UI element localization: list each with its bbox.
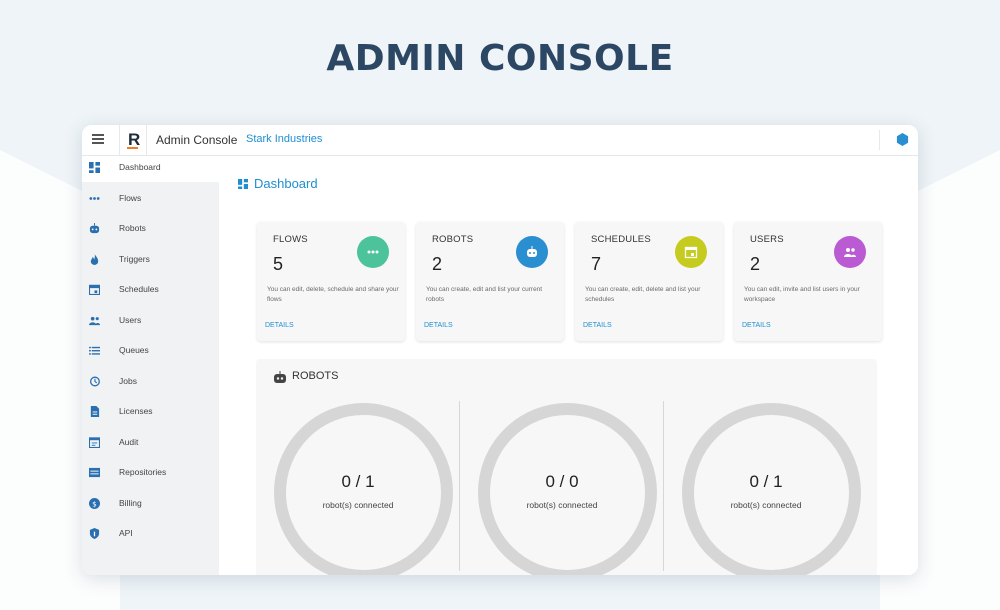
gauge-label: robot(s) connected [526,500,598,510]
card-title: FLOWS [273,234,308,245]
card-count: 2 [432,254,443,274]
robot-gauge: 0 / 1 robot(s) connected [256,401,460,575]
details-link[interactable]: DETAILS [742,322,771,329]
details-link[interactable]: DETAILS [265,322,294,329]
sidebar-item-flows[interactable]: Flows [82,187,219,213]
card-title: ROBOTS [432,234,474,245]
sidebar-item-label: Dashboard [119,162,161,172]
users-icon [834,236,866,268]
sidebar-item-label: Users [119,315,142,325]
sidebar-item-label: Repositories [119,467,167,477]
users-icon [89,316,100,326]
robots-panel-title: ROBOTS [292,370,339,382]
card-schedules: SCHEDULES 7 You can create, edit, delete… [575,222,723,341]
details-link[interactable]: DETAILS [424,322,453,329]
gauge-divider [663,401,664,571]
sidebar-item-label: API [119,528,133,538]
shield-icon [89,528,100,539]
sidebar-item-label: Audit [119,437,139,447]
logo-underline [127,147,138,149]
sidebar-item-api[interactable]: API [82,522,219,548]
calendar-icon [89,284,100,295]
gauge-value: 0 / 1 [749,472,783,491]
card-description: You can edit, invite and list users in y… [744,286,860,303]
dollar-icon: $ [89,498,100,509]
logo-letter: R [128,130,141,149]
card-robots: ROBOTS 2 You can create, edit and list y… [416,222,564,341]
sidebar-item-users[interactable]: Users [82,309,219,335]
robots-panel: ROBOTS 0 / 1 robot(s) connected 0 / 0 ro… [256,359,877,575]
sidebar-item-label: Licenses [119,406,153,416]
card-users: USERS 2 You can edit, invite and list us… [734,222,882,341]
sidebar-item-jobs[interactable]: Jobs [82,370,219,396]
sidebar-item-label: Queues [119,345,149,355]
card-title: SCHEDULES [591,234,651,245]
sidebar-item-label: Schedules [119,284,159,294]
gauge-divider [459,401,460,571]
card-description: You can edit, delete, schedule and share… [267,286,399,303]
audit-icon [89,437,100,448]
logo: R [119,125,147,155]
card-description: You can create, edit, delete and list yo… [585,286,701,303]
organization-link[interactable]: Stark Industries [246,133,323,145]
card-count: 2 [750,254,761,274]
card-title: USERS [750,234,784,245]
sidebar-item-licenses[interactable]: Licenses [82,400,219,426]
app-title: Admin Console [156,133,238,147]
sidebar: Dashboard Flows Robots Triggers Schedule… [82,156,219,575]
flows-icon [357,236,389,268]
sidebar-item-label: Triggers [119,254,150,264]
card-flows: FLOWS 5 You can edit, delete, schedule a… [257,222,405,341]
menu-icon[interactable] [92,134,104,144]
robot-icon [516,236,548,268]
dashboard-icon [89,162,100,173]
card-count: 7 [591,254,602,274]
main-content: Dashboard FLOWS 5 You can edit, delete, … [219,156,918,575]
topbar-divider [879,130,880,150]
sidebar-item-label: Jobs [119,376,137,386]
repository-icon [89,467,100,478]
robot-icon [274,371,286,383]
document-icon [90,406,100,417]
sidebar-item-triggers[interactable]: Triggers [82,248,219,274]
sidebar-item-robots[interactable]: Robots [82,217,219,243]
robot-gauge: 0 / 1 robot(s) connected [664,401,868,575]
card-description: You can create, edit and list your curre… [426,286,543,303]
flows-icon [89,197,100,200]
history-icon [90,376,100,387]
sidebar-item-label: Robots [119,223,146,233]
hero-title: ADMIN CONSOLE [326,38,674,79]
dashboard-icon [238,179,248,189]
sidebar-item-schedules[interactable]: Schedules [82,278,219,304]
gauge-label: robot(s) connected [322,500,394,510]
app-window: R Admin Console Stark Industries Dashboa… [82,125,918,575]
calendar-icon [675,236,707,268]
page-title: Dashboard [254,176,318,191]
sidebar-item-label: Billing [119,498,142,508]
svg-text:$: $ [92,499,97,508]
sidebar-item-dashboard[interactable]: Dashboard [82,156,219,182]
gauge-value: 0 / 1 [341,472,375,491]
gauge-label: robot(s) connected [730,500,802,510]
details-link[interactable]: DETAILS [583,322,612,329]
fire-icon [90,254,99,265]
robot-gauge: 0 / 0 robot(s) connected [460,401,664,575]
sidebar-item-queues[interactable]: Queues [82,339,219,365]
gauge-value: 0 / 0 [545,472,579,491]
card-count: 5 [273,254,284,274]
sidebar-item-repositories[interactable]: Repositories [82,461,219,487]
topbar: R Admin Console Stark Industries [82,125,918,156]
hexagon-icon[interactable] [896,133,909,146]
sidebar-item-audit[interactable]: Audit [82,431,219,457]
sidebar-item-label: Flows [119,193,142,203]
list-icon [89,346,100,355]
sidebar-item-billing[interactable]: $ Billing [82,492,219,518]
robot-icon [89,223,100,234]
